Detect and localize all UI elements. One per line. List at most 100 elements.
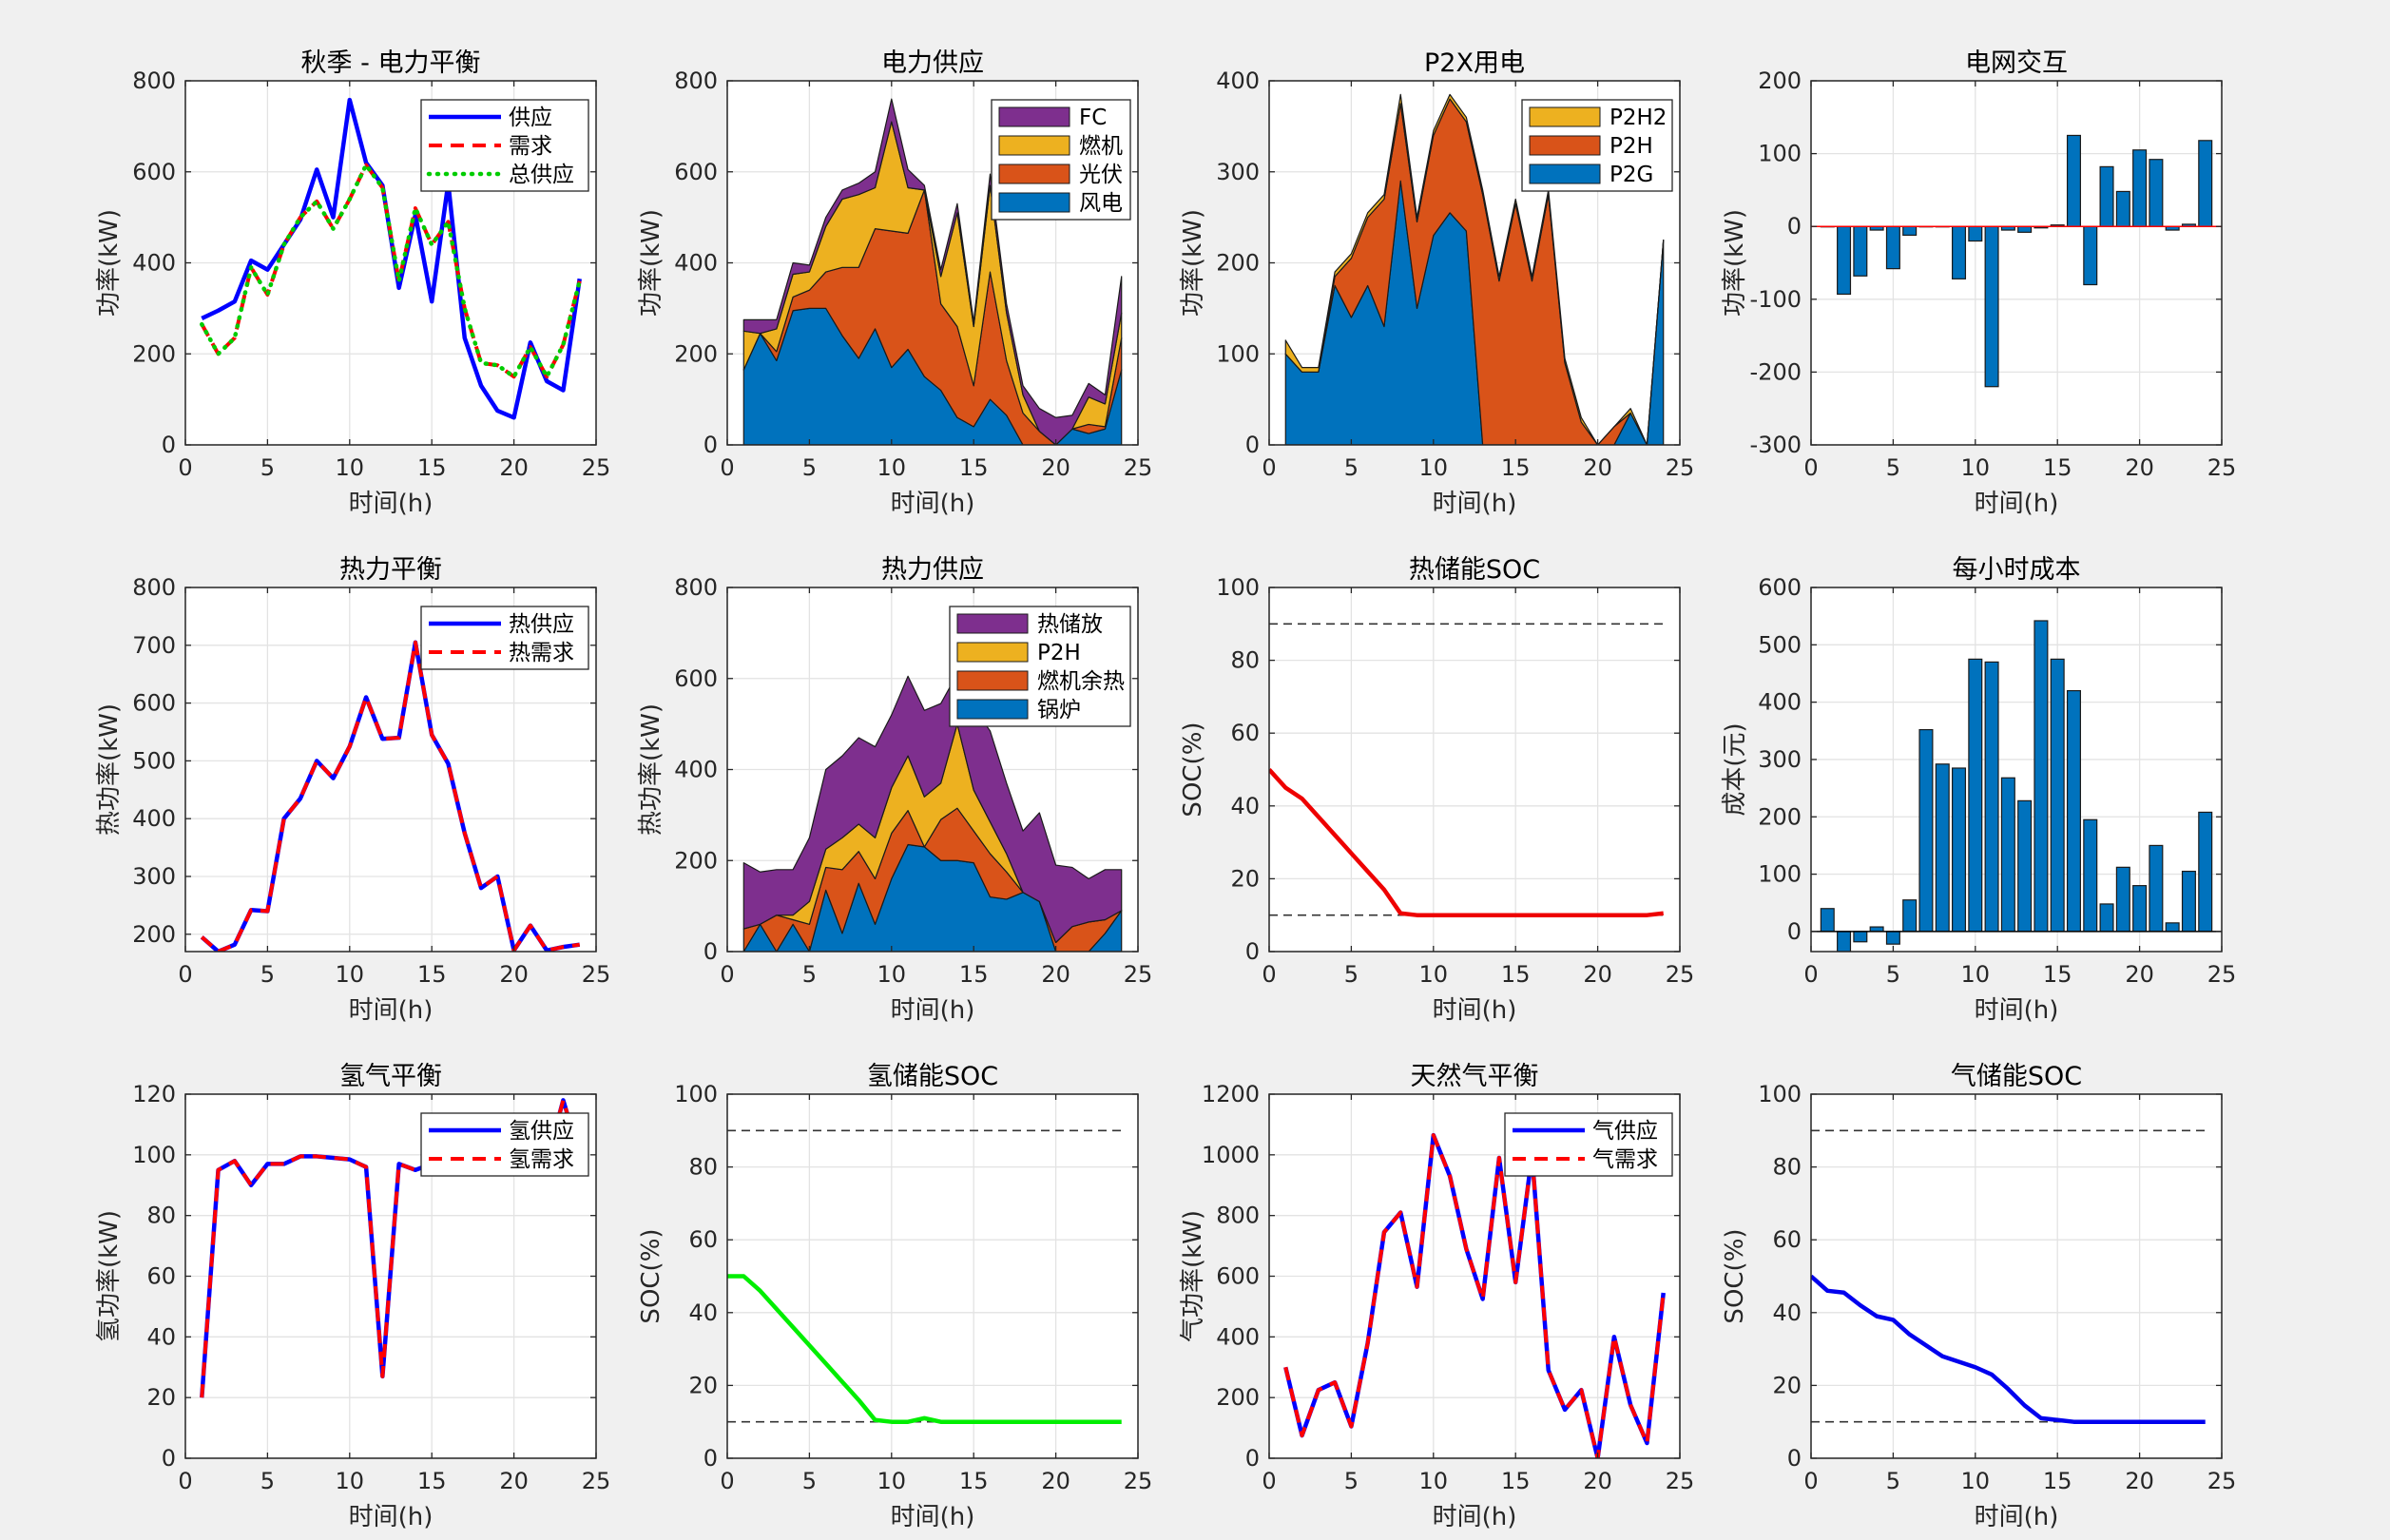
- y-tick-label: 400: [1216, 67, 1260, 94]
- bar-5: [1885, 225, 1900, 270]
- x-tick-label: 15: [959, 961, 989, 988]
- bar-17: [2083, 818, 2098, 933]
- y-tick-label: 0: [1245, 938, 1260, 965]
- y-tick-label: 800: [132, 574, 176, 601]
- y-axis-label: SOC(%): [637, 1228, 665, 1323]
- y-tick-label: 0: [1245, 432, 1260, 458]
- chart-title: 电力供应: [881, 48, 984, 78]
- y-tick-label: 600: [674, 159, 718, 185]
- x-tick-label: 10: [1961, 961, 1991, 988]
- legend-swatch-燃机余热: [956, 670, 1029, 691]
- y-tick-label: 80: [1772, 1154, 1802, 1181]
- bar-14: [2033, 620, 2049, 933]
- legend-swatch-P2H: [956, 642, 1029, 663]
- y-tick-label: 100: [1758, 141, 1802, 167]
- y-tick-label: 0: [1787, 1445, 1802, 1472]
- y-tick-label: 200: [132, 921, 176, 948]
- y-tick-label: 200: [674, 340, 718, 367]
- bar-10: [1968, 658, 1983, 933]
- chart-title: 气储能SOC: [1951, 1062, 2082, 1091]
- y-tick-label: 1000: [1202, 1142, 1260, 1168]
- bar-17: [2083, 225, 2098, 286]
- line-series-热需求: [200, 640, 580, 952]
- y-tick-label: 300: [132, 863, 176, 890]
- bar-9: [1952, 767, 1967, 933]
- y-tick-label: 100: [1216, 574, 1260, 601]
- x-axis-label: 时间(h): [349, 996, 434, 1025]
- bar-13: [2017, 799, 2033, 933]
- axes-box: [1268, 587, 1681, 953]
- legend-label: 燃机: [1079, 134, 1123, 159]
- y-tick-label: 600: [1758, 574, 1802, 601]
- legend-label: 总供应: [509, 163, 574, 187]
- y-tick-label: 800: [674, 574, 718, 601]
- area-series-P2H2: [1284, 93, 1665, 445]
- bar-13: [2017, 225, 2033, 233]
- x-tick-label: 10: [1961, 1468, 1991, 1494]
- axes-background: [1811, 1094, 2222, 1458]
- y-tick-label: 0: [162, 432, 176, 458]
- x-tick-label: 20: [2125, 454, 2154, 481]
- x-axis-label: 时间(h): [1975, 490, 2059, 518]
- y-tick-label: 200: [1758, 67, 1802, 94]
- y-tick-label: 120: [132, 1081, 176, 1107]
- x-tick-label: 20: [1041, 1468, 1070, 1494]
- plot-area: [1283, 1132, 1666, 1458]
- legend-label: P2H: [1609, 134, 1653, 159]
- legend-swatch-风电: [998, 192, 1070, 213]
- y-tick-label: 400: [132, 250, 176, 277]
- axes-box: [1810, 80, 2223, 446]
- y-tick-label: 20: [1230, 865, 1260, 892]
- y-tick-label: 80: [1230, 647, 1260, 674]
- subplot-p10: 0 5 10 15 20 25 0 20 40 60 80 100 氢储能SOC 时间(h) SOC(%): [637, 1062, 1152, 1531]
- y-tick-label: 400: [1216, 1323, 1260, 1350]
- x-tick-label: 25: [2207, 1468, 2237, 1494]
- y-tick-label: 60: [688, 1226, 718, 1253]
- bar-8: [1935, 763, 1950, 933]
- x-tick-label: 0: [1803, 454, 1818, 481]
- legend-swatch-P2G: [1529, 164, 1601, 184]
- bar-3: [1853, 931, 1868, 943]
- axes-box: [1810, 587, 2223, 953]
- axes-box: [1810, 1093, 2223, 1459]
- y-tick-label: 20: [688, 1372, 718, 1398]
- y-tick-label: 40: [1230, 793, 1260, 819]
- bar-24: [2198, 811, 2213, 933]
- x-axis-label: 时间(h): [1975, 1503, 2059, 1531]
- x-tick-label: 0: [1262, 961, 1276, 988]
- x-tick-label: 20: [1041, 961, 1070, 988]
- x-tick-label: 25: [1666, 1468, 1695, 1494]
- bar-10: [1968, 225, 1983, 242]
- chart-title: 氢气平衡: [339, 1062, 442, 1091]
- chart-title: 热储能SOC: [1409, 555, 1540, 585]
- y-axis-label: 功率(kW): [95, 209, 124, 317]
- y-tick-label: 600: [132, 690, 176, 717]
- x-tick-label: 15: [2043, 961, 2072, 988]
- y-tick-label: 200: [132, 340, 176, 367]
- x-tick-label: 20: [1583, 454, 1612, 481]
- legend-label: 热供应: [509, 612, 574, 637]
- y-tick-label: 40: [146, 1323, 176, 1350]
- bar-12: [2000, 777, 2015, 933]
- bar-2: [1837, 225, 1852, 296]
- x-tick-label: 20: [499, 961, 529, 988]
- x-tick-label: 0: [178, 961, 192, 988]
- x-tick-label: 5: [802, 961, 817, 988]
- chart-title: 秋季 - 电力平衡: [301, 48, 481, 78]
- x-tick-label: 10: [1419, 454, 1449, 481]
- x-tick-label: 0: [1803, 961, 1818, 988]
- x-tick-label: 20: [2125, 961, 2154, 988]
- x-tick-label: 15: [1501, 454, 1531, 481]
- bar-1: [1820, 908, 1835, 933]
- plot-area: [1811, 620, 2222, 952]
- x-tick-label: 15: [959, 454, 989, 481]
- bar-5: [1885, 931, 1900, 945]
- legend-label: 燃机余热: [1037, 669, 1125, 694]
- legend-swatch-P2H2: [1529, 106, 1601, 127]
- bar-18: [2099, 165, 2114, 227]
- legend-label: 氢需求: [509, 1147, 574, 1172]
- legend-label: P2H2: [1609, 106, 1667, 130]
